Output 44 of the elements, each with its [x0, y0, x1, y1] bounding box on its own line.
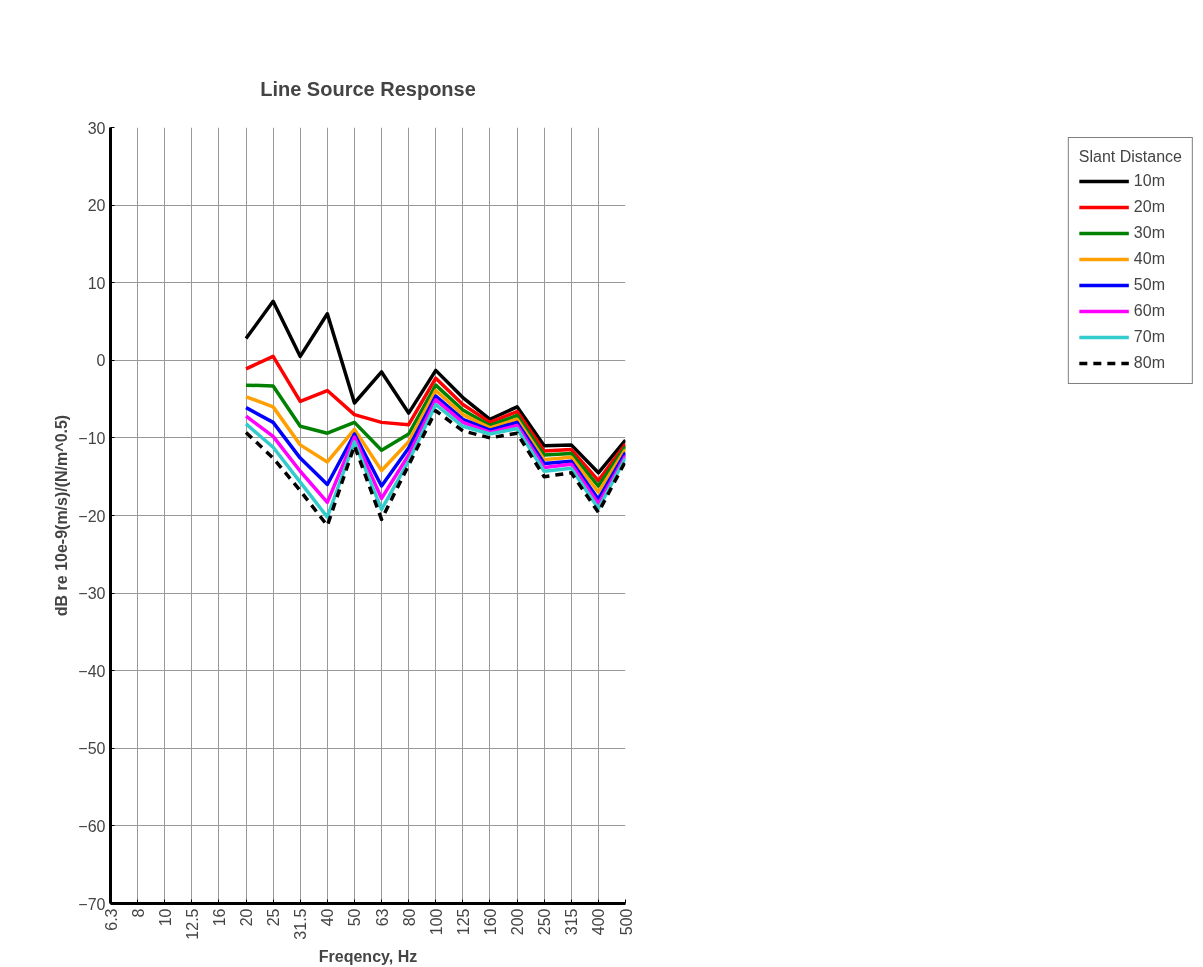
line-series	[244, 299, 626, 475]
legend-label: 80m	[1133, 354, 1165, 372]
legend-label: 60m	[1133, 302, 1165, 320]
x-tick-label: 160	[481, 908, 499, 936]
x-tick-label: 250	[536, 908, 554, 936]
y-tick-label: 0	[96, 352, 106, 370]
x-tick-label: 12.5	[183, 908, 201, 940]
line-series	[244, 354, 626, 483]
legend-label: 10m	[1133, 172, 1165, 190]
x-tick-label: 315	[563, 908, 581, 936]
y-tick-label: 20	[87, 197, 106, 215]
y-tick-label: −40	[78, 662, 106, 680]
x-tick-label: 63	[373, 908, 391, 927]
x-tick-label: 500	[617, 908, 635, 936]
y-tick-label: −70	[78, 895, 106, 913]
x-tick-label: 10	[156, 908, 174, 927]
y-tick-label: −30	[78, 585, 106, 603]
y-axis-title: dB re 10e-9(m/s)/(N/m^0.5)	[53, 414, 71, 617]
x-tick-label: 400	[590, 908, 608, 936]
x-tick-label: 31.5	[292, 908, 310, 940]
x-tick-label: 50	[346, 908, 364, 927]
legend-label: 40m	[1133, 250, 1165, 268]
y-tick-label: −50	[78, 740, 106, 758]
x-tick-label: 125	[454, 908, 472, 936]
x-tick-label: 100	[427, 908, 445, 936]
x-tick-label: 16	[210, 908, 228, 927]
y-tick-label: 30	[87, 119, 106, 137]
legend-label: 50m	[1133, 276, 1165, 294]
x-axis-title: Freqency, Hz	[318, 947, 418, 965]
y-tick-label: −20	[78, 507, 106, 525]
x-tick-label: 8	[129, 908, 147, 918]
x-tick-label: 20	[238, 908, 256, 927]
y-tick-label: −60	[78, 817, 106, 835]
x-tick-label: 200	[509, 908, 527, 936]
legend-label: 70m	[1133, 328, 1165, 346]
x-tick-label: 25	[265, 908, 283, 927]
y-tick-label: −10	[78, 429, 106, 447]
x-tick-label: 40	[319, 908, 337, 927]
y-tick-label: 10	[87, 274, 106, 292]
legend-label: 20m	[1133, 198, 1165, 216]
x-tick-label: 80	[400, 908, 418, 927]
chart-title: Line Source Response	[260, 78, 476, 100]
legend-label: 30m	[1133, 224, 1165, 242]
legend-title: Slant Distance	[1078, 148, 1182, 166]
